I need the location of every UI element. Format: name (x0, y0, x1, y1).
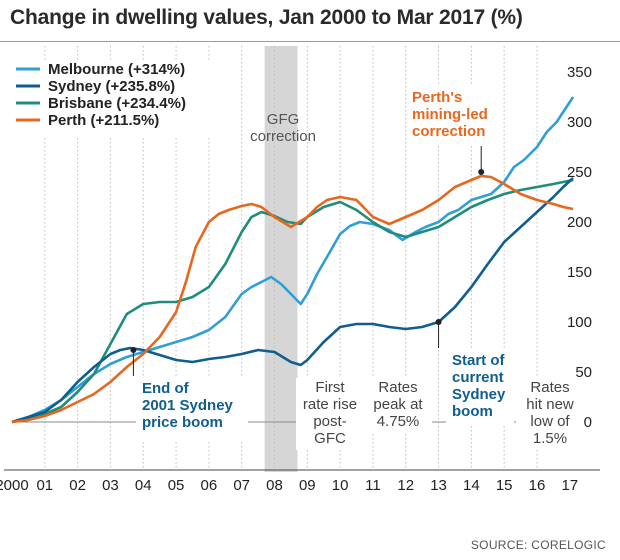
y-tick-label: 300 (567, 114, 592, 131)
legend-label-melbourne: Melbourne (+314%) (48, 61, 185, 78)
annotation-dot (130, 347, 137, 353)
x-tick-label: 06 (201, 477, 218, 494)
annotation-rates: Rates hit new low of 1.5% (526, 379, 574, 447)
x-axis-ticks: 2000 01 02 03 04 05 06 07 08 09 10 11 12 13 14 15 16 17 (0, 477, 578, 494)
x-tick-label: 03 (102, 477, 119, 494)
annotation-dot (435, 319, 442, 325)
y-axis-ticks: 0 50 100 150 200 250 300 350 (567, 64, 592, 431)
y-tick-label: 150 (567, 264, 592, 281)
annotation-text-bg (296, 378, 364, 450)
x-tick-label: 14 (463, 477, 480, 494)
x-tick-label: 12 (397, 477, 414, 494)
annotation-rates: Rates peak at 4.75% (373, 379, 423, 430)
title-rule (0, 41, 620, 42)
x-tick-label: 15 (496, 477, 513, 494)
y-tick-label: 250 (567, 164, 592, 181)
y-tick-label: 200 (567, 214, 592, 231)
annotations: End of 2001 Sydney price boom GFG correction… (130, 86, 584, 450)
legend-label-perth: Perth (+211.5%) (48, 112, 159, 129)
series-line-sydney (11, 177, 574, 424)
annotation-first: First rate rise post-GFC (303, 379, 357, 447)
x-tick-label: 08 (266, 477, 283, 494)
x-tick-label: 16 (529, 477, 546, 494)
y-tick-label: 0 (584, 414, 592, 431)
y-tick-label: 50 (575, 364, 592, 381)
y-tick-label: 350 (567, 64, 592, 81)
x-tick-label: 17 (561, 477, 578, 494)
x-tick-label: 11 (365, 477, 381, 494)
chart-title: Change in dwelling values, Jan 2000 to M… (10, 6, 523, 29)
annotation-box (136, 376, 248, 440)
annotation-box (446, 348, 514, 426)
series-line-brisbane (11, 178, 574, 424)
x-tick-label: 13 (430, 477, 447, 494)
x-tick-label: 09 (299, 477, 316, 494)
x-tick-label: 05 (168, 477, 185, 494)
annotation-dot (478, 169, 485, 175)
annotation-text-bg (516, 378, 584, 450)
x-tick-label: 04 (135, 477, 152, 494)
legend: Melbourne (+314%)Sydney (+235.8%)Brisban… (12, 60, 212, 138)
legend-background (12, 60, 212, 138)
x-tick-label: 01 (36, 477, 53, 494)
annotation-start-sydney-boom: Start of current Sydney boom (452, 352, 506, 420)
legend-label-brisbane: Brisbane (+234.4%) (48, 95, 186, 112)
x-tick-label: 02 (69, 477, 86, 494)
x-tick-label: 07 (233, 477, 250, 494)
annotation-perth-correction: Perth's mining-led correction (412, 89, 488, 140)
series-line-melbourne (11, 96, 575, 424)
source-note: SOURCE: CORELOGIC (470, 538, 606, 552)
annotation-box (408, 86, 494, 146)
annotation-gfg-correction: GFG correction (250, 111, 316, 145)
annotation-text-bg (364, 378, 432, 433)
gfc-shaded-period (264, 46, 298, 472)
annotation-2001-sydney-boom: End of 2001 Sydney price boom (142, 380, 234, 431)
series-line-perth (11, 174, 574, 424)
x-tick-label: 2000 (0, 477, 29, 494)
y-tick-label: 100 (567, 314, 592, 331)
series-lines (11, 96, 575, 424)
x-tick-label: 10 (332, 477, 349, 494)
legend-label-sydney: Sydney (+235.8%) (48, 78, 175, 95)
